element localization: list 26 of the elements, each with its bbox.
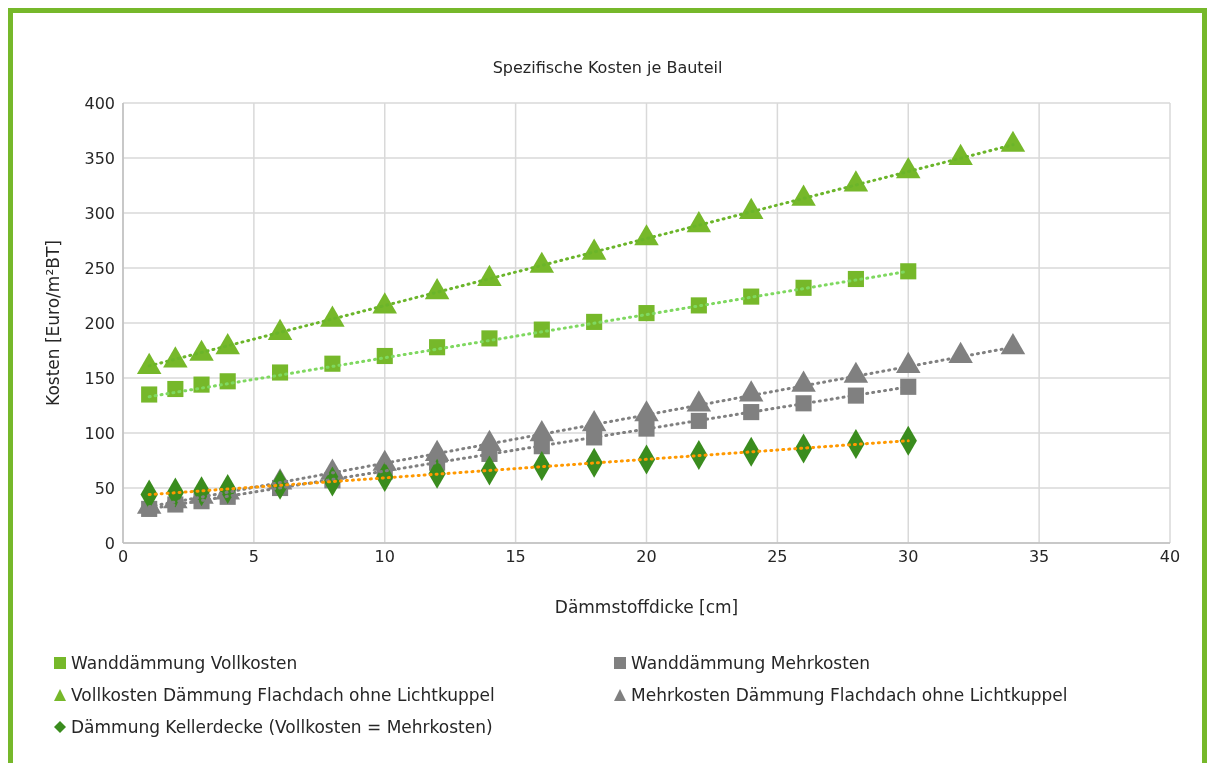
x-tick-label: 10 [374,547,395,567]
x-tick-label: 0 [117,547,129,567]
legend-label: Dämmung Kellerdecke (Vollkosten = Mehrkosten) [71,717,493,737]
x-axis-title: Dämmstoffdicke [cm] [554,597,739,617]
y-tick-label: 150 [84,368,115,388]
y-tick-label: 400 [84,93,115,113]
x-tick-label: 25 [767,547,788,567]
legend-label: Wanddämmung Mehrkosten [631,653,871,673]
y-tick-label: 0 [104,533,115,553]
y-axis-title: Kosten [Euro/m²BT] [43,240,64,406]
x-tick-label: 30 [898,547,919,567]
x-tick-label: 40 [1159,547,1181,567]
legend-label: Wanddämmung Vollkosten [71,653,298,673]
y-tick-label: 350 [84,148,115,168]
y-tick-label: 100 [84,423,115,443]
legend-label: Mehrkosten Dämmung Flachdach ohne Lichtkuppel [631,685,1068,705]
y-tick-label: 50 [94,478,115,498]
x-tick-label: 5 [248,547,259,567]
chart-title: Spezifische Kosten je Bauteil [491,58,724,77]
y-tick-label: 300 [84,203,115,223]
y-tick-label: 250 [84,258,115,278]
x-tick-label: 35 [1028,547,1050,567]
x-tick-label: 20 [636,547,657,567]
y-tick-label: 200 [84,313,115,333]
legend-label: Vollkosten Dämmung Flachdach ohne Lichtkuppel [71,685,495,705]
x-tick-label: 15 [505,547,526,567]
